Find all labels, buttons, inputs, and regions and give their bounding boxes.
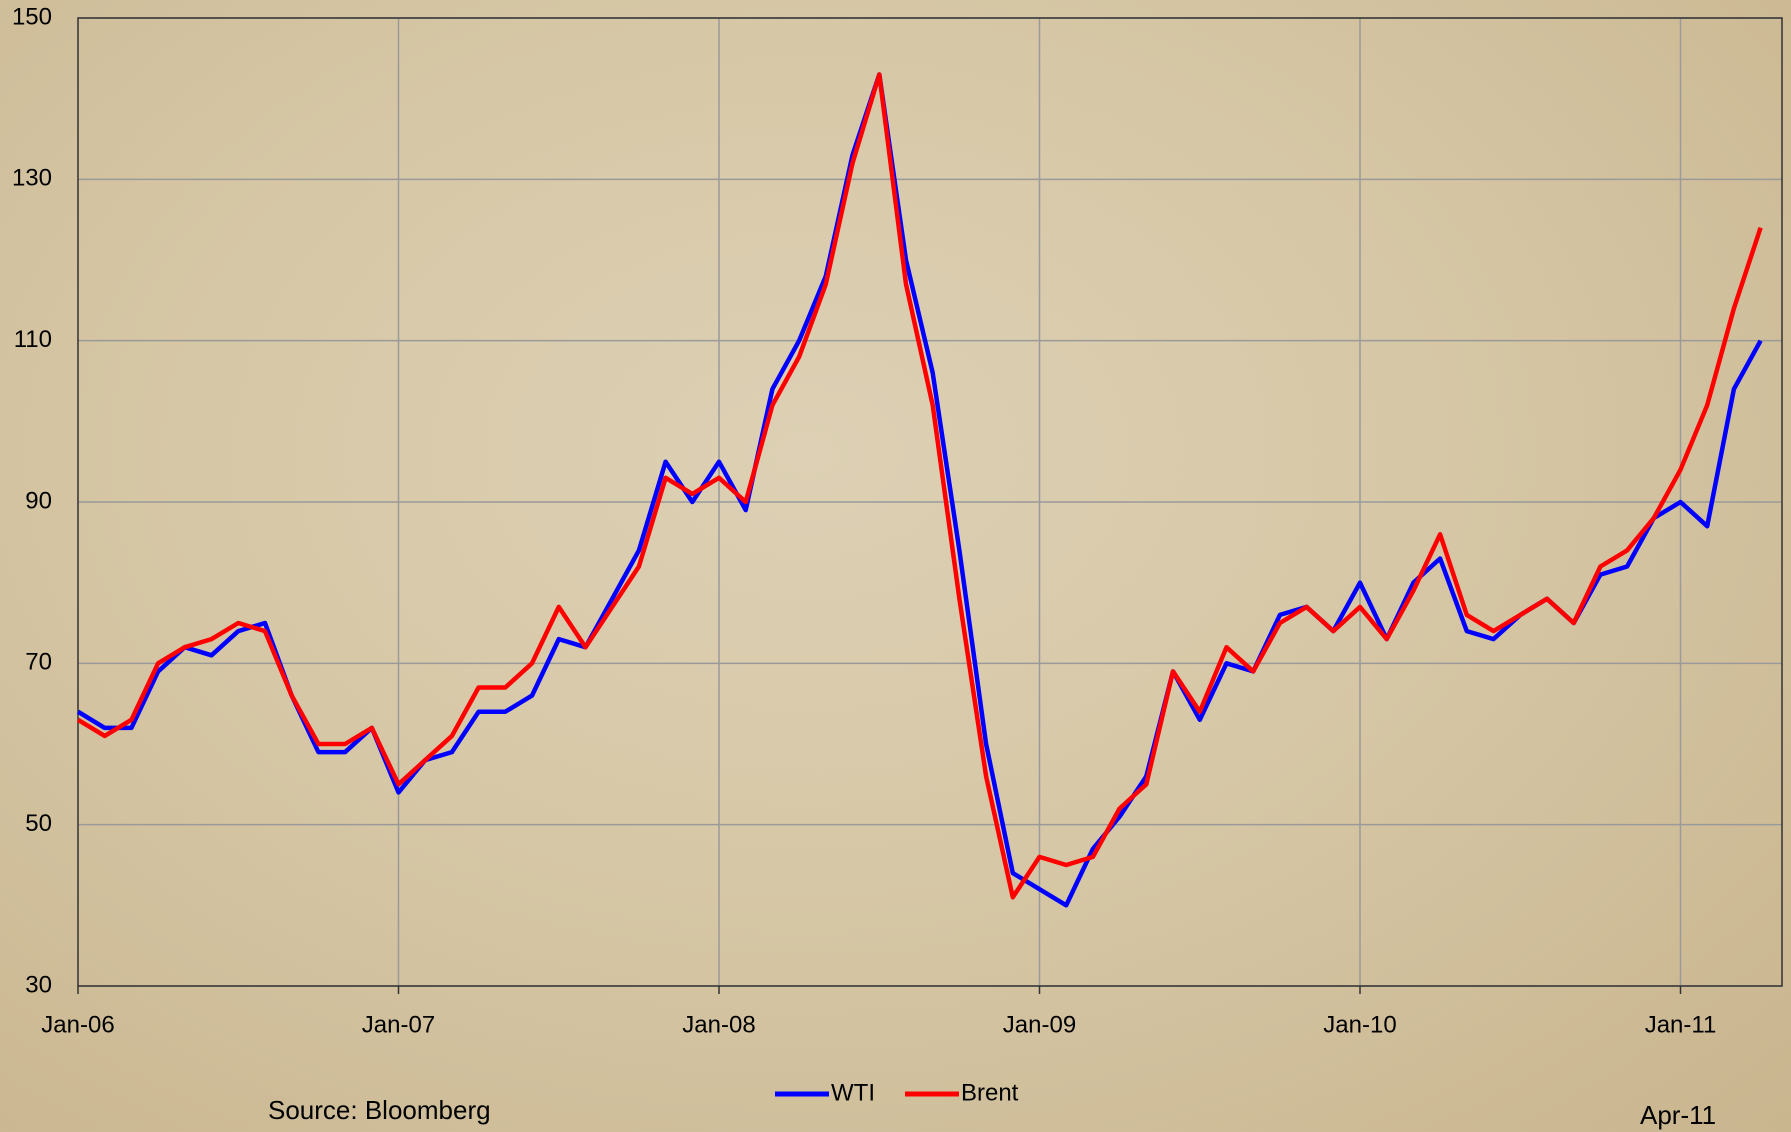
page: Source: Bloomberg Apr-11 30 50 70 90 110 130 1…: [0, 0, 1791, 1132]
series-line: [78, 75, 1761, 906]
end-date-note: Apr-11: [1640, 1100, 1716, 1130]
series-line: [78, 75, 1761, 898]
legend-label: WTI: [831, 1079, 875, 1106]
y-tick-label: 30: [25, 971, 52, 998]
y-tick-label: 50: [25, 810, 52, 837]
source-note: Source: Bloomberg: [268, 1095, 491, 1125]
x-tick-label: Jan-09: [1003, 1011, 1076, 1038]
x-tick-label: Jan-11: [1645, 1011, 1717, 1038]
x-tick-label: Jan-10: [1323, 1011, 1396, 1038]
chart: Source: Bloomberg Apr-11 30 50 70 90 110 130 1…: [0, 0, 1791, 1132]
legend-label: Brent: [961, 1079, 1019, 1106]
y-tick-label: 130: [12, 165, 52, 192]
x-tick-label: Jan-06: [41, 1011, 114, 1038]
x-tick-label: Jan-07: [362, 1011, 435, 1038]
y-tick-label: 110: [14, 326, 52, 353]
y-tick-label: 150: [12, 3, 52, 30]
y-tick-label: 90: [25, 487, 52, 514]
x-tick-label: Jan-08: [682, 1011, 755, 1038]
y-tick-label: 70: [25, 649, 52, 676]
